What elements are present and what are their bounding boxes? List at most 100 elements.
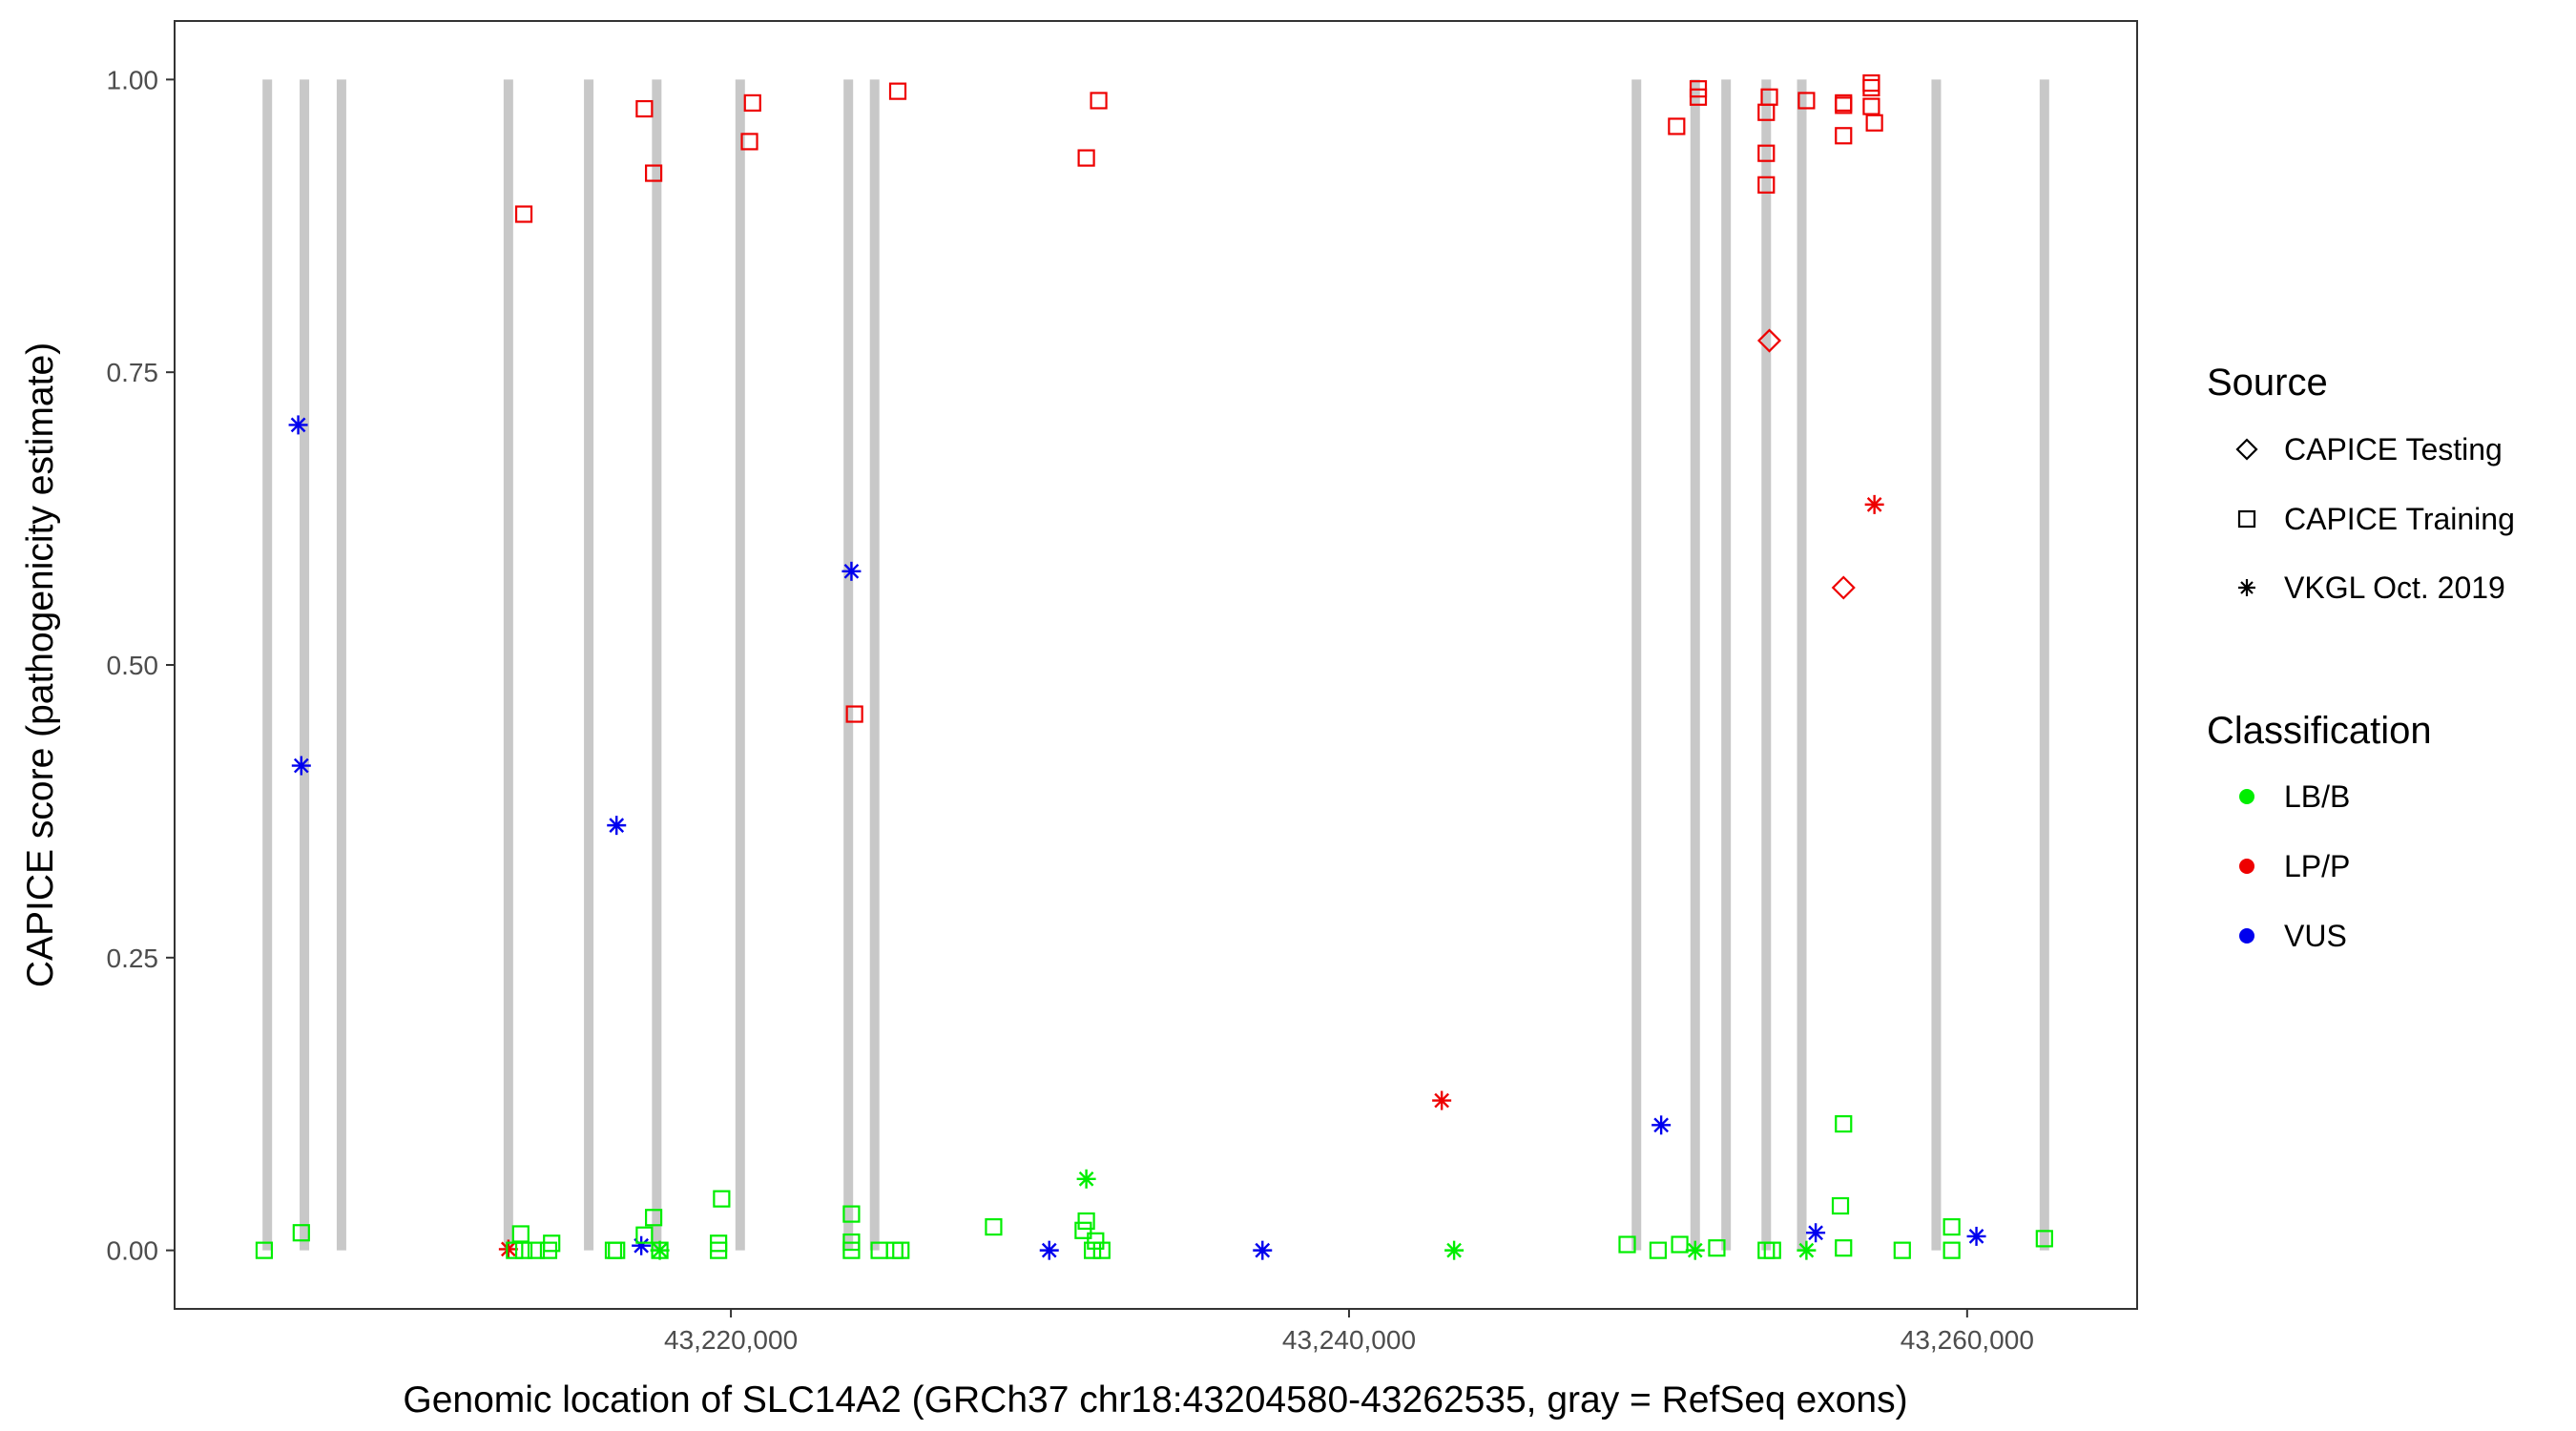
point-asterisk	[841, 561, 862, 581]
point-square	[2035, 1230, 2053, 1248]
exon-bar-2	[336, 79, 346, 1251]
point-square	[1618, 1235, 1636, 1254]
blue-dot-icon	[2239, 928, 2254, 944]
point-square	[1074, 1221, 1092, 1239]
x-axis: 43,220,000 43,240,000 43,260,000	[664, 1309, 2034, 1355]
legend: Source CAPICE Testing CAPICE Training VK…	[2207, 362, 2515, 953]
point-asterisk	[1864, 494, 1884, 514]
legend-classification-title: Classification	[2207, 710, 2432, 752]
legend-label-lb-b: LB/B	[2284, 779, 2350, 814]
point-square	[1077, 149, 1095, 167]
point-square	[1671, 1235, 1689, 1254]
point-asterisk	[1432, 1090, 1452, 1110]
point-asterisk	[1797, 1240, 1817, 1260]
point-square	[842, 1205, 861, 1223]
legend-item-lb-b: LB/B	[2239, 779, 2350, 814]
point-square	[1835, 1239, 1853, 1257]
legend-source-title: Source	[2207, 362, 2328, 404]
point-asterisk	[1652, 1115, 1672, 1135]
exon-bar-14	[1931, 79, 1942, 1251]
legend-item-vus: VUS	[2239, 919, 2347, 953]
point-square	[1835, 96, 1853, 114]
point-asterisk	[1076, 1169, 1096, 1189]
point-square	[1835, 1114, 1853, 1133]
point-asterisk	[1253, 1240, 1273, 1260]
point-square	[506, 1241, 524, 1259]
point-square	[514, 1241, 533, 1259]
y-tick-label: 0.25	[107, 944, 159, 973]
point-square	[740, 133, 758, 151]
point-square	[645, 164, 663, 182]
exon-bar-15	[2039, 79, 2049, 1251]
point-asterisk	[650, 1240, 670, 1260]
point-square	[1077, 1212, 1095, 1231]
asterisk-icon	[2238, 579, 2255, 596]
legend-item-capice-testing: CAPICE Testing	[2235, 432, 2503, 467]
point-square	[842, 1241, 861, 1259]
square-icon	[2237, 509, 2256, 529]
exon-bar-3	[503, 79, 513, 1251]
legend-label-vkgl: VKGL Oct. 2019	[2284, 570, 2505, 605]
point-square	[645, 1209, 663, 1227]
point-square	[514, 205, 533, 223]
data-points	[255, 73, 2053, 1260]
x-tick-label: 43,240,000	[1282, 1325, 1416, 1355]
legend-label-lp-p: LP/P	[2284, 849, 2350, 883]
point-square	[635, 99, 654, 118]
point-square	[292, 1224, 310, 1242]
point-square	[1090, 92, 1108, 110]
exon-bar-9	[1631, 79, 1642, 1251]
exon-bar-13	[1797, 79, 1807, 1251]
point-square	[651, 1241, 669, 1259]
point-square	[1763, 1241, 1781, 1259]
point-asterisk	[1966, 1226, 1986, 1246]
point-square	[1092, 1241, 1111, 1259]
exon-bar-6	[735, 79, 745, 1251]
y-axis-title: CAPICE score (pathogenicity estimate)	[20, 342, 61, 987]
point-diamond	[1756, 328, 1782, 353]
point-square	[608, 1241, 626, 1259]
diamond-icon	[2235, 438, 2258, 461]
y-tick-label: 1.00	[107, 65, 159, 94]
exon-bar-5	[652, 79, 662, 1251]
point-square	[845, 705, 863, 723]
exon-bar-0	[262, 79, 273, 1251]
point-square	[1797, 92, 1816, 110]
point-square	[1087, 1232, 1105, 1250]
point-square	[1757, 144, 1776, 162]
point-square	[985, 1217, 1003, 1236]
point-asterisk	[288, 415, 308, 435]
legend-item-capice-training: CAPICE Training	[2237, 502, 2515, 536]
point-square	[1708, 1239, 1726, 1257]
legend-label-capice-testing: CAPICE Testing	[2284, 432, 2503, 467]
green-dot-icon	[2239, 789, 2254, 804]
exon-bar-1	[300, 79, 310, 1251]
point-asterisk	[632, 1235, 652, 1255]
point-asterisk	[1444, 1240, 1465, 1260]
red-dot-icon	[2239, 859, 2254, 874]
x-tick-label: 43,220,000	[664, 1325, 798, 1355]
point-square	[888, 82, 907, 100]
exon-bar-12	[1761, 79, 1772, 1251]
exon-bar-8	[869, 79, 880, 1251]
point-square	[1649, 1241, 1667, 1259]
y-tick-label: 0.75	[107, 358, 159, 387]
point-square	[1942, 1217, 1961, 1236]
point-square	[539, 1241, 558, 1259]
point-square	[1835, 127, 1853, 145]
point-asterisk	[291, 756, 311, 776]
point-asterisk	[1039, 1240, 1059, 1260]
point-square	[713, 1190, 731, 1208]
point-asterisk	[607, 816, 627, 836]
legend-item-lp-p: LP/P	[2239, 849, 2350, 883]
point-square	[1862, 78, 1880, 97]
point-square	[710, 1241, 728, 1259]
point-square	[255, 1241, 274, 1259]
exon-bar-10	[1690, 79, 1700, 1251]
point-square	[1862, 97, 1880, 115]
point-diamond	[1831, 575, 1856, 600]
point-square	[1689, 88, 1708, 106]
exon-bar-7	[843, 79, 854, 1251]
